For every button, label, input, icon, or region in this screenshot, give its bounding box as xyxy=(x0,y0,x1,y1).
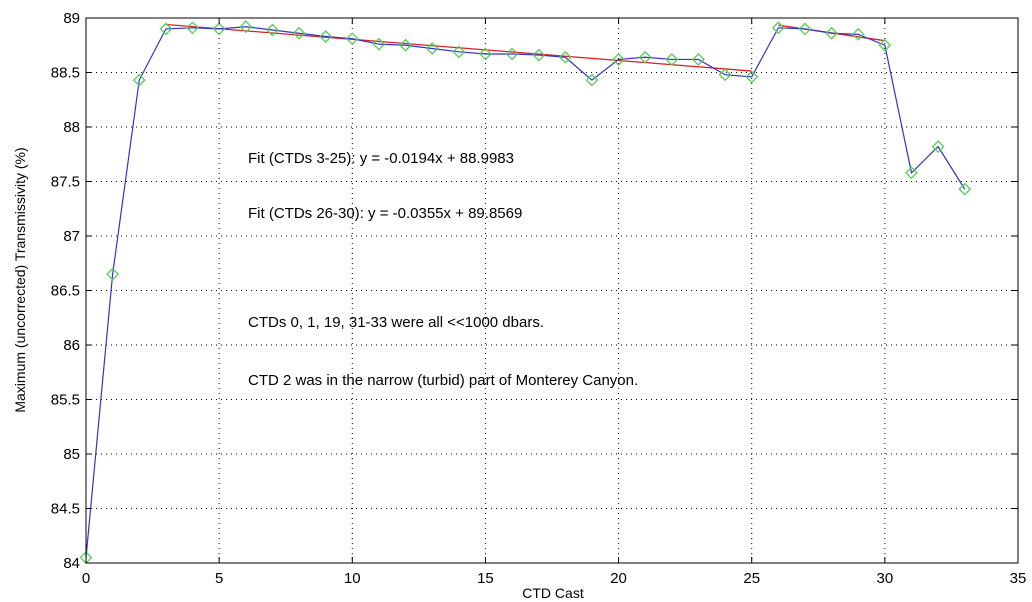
series-lines xyxy=(85,26,966,558)
fit-line-1 xyxy=(165,23,752,72)
x-tick-label: 25 xyxy=(743,570,760,587)
data-point xyxy=(798,22,812,36)
data-point xyxy=(878,38,892,52)
data-point xyxy=(905,166,918,180)
data-point xyxy=(745,70,759,84)
x-axis-title: CTD Cast xyxy=(522,585,584,601)
series-line-1 xyxy=(85,26,966,558)
data-point xyxy=(771,21,785,35)
data-point xyxy=(665,53,679,66)
data-point xyxy=(106,267,120,281)
x-tick-label: 30 xyxy=(877,570,894,587)
y-tick-label: 84 xyxy=(63,555,80,572)
y-tick-label: 85 xyxy=(63,446,80,463)
data-point xyxy=(851,27,865,41)
data-point xyxy=(585,73,599,87)
fit-1-label: Fit (CTDs 3-25): y = -0.0194x + 88.9983 xyxy=(248,150,514,167)
y-axis-title: Maximum (uncorrected) Transmissivity (%) xyxy=(12,147,28,412)
data-point xyxy=(319,30,333,43)
data-point xyxy=(159,22,173,36)
data-point xyxy=(558,50,572,64)
data-point xyxy=(692,53,705,66)
data-point xyxy=(425,42,439,55)
x-tick-label: 0 xyxy=(82,570,90,587)
y-tick-label: 84.5 xyxy=(51,501,80,518)
data-point xyxy=(239,20,253,34)
data-point xyxy=(718,68,732,82)
x-tick-label: 10 xyxy=(344,570,361,587)
data-markers xyxy=(79,20,972,564)
data-point xyxy=(825,26,839,40)
data-point xyxy=(612,53,625,66)
y-tick-label: 86.5 xyxy=(51,283,80,300)
annotation-shallow-casts: CTDs 0, 1, 19, 31-33 were all <<1000 dba… xyxy=(248,314,544,331)
grid-lines xyxy=(86,18,1018,563)
data-point xyxy=(372,37,386,51)
data-point xyxy=(132,73,146,87)
annotation-ctd2-canyon: CTD 2 was in the narrow (turbid) part of… xyxy=(248,372,638,389)
data-point xyxy=(532,48,546,62)
y-tick-label: 89 xyxy=(63,10,80,27)
data-point xyxy=(265,23,279,37)
data-point xyxy=(505,47,519,61)
data-point xyxy=(452,45,466,59)
data-point xyxy=(638,50,652,64)
data-point xyxy=(399,38,412,52)
y-tick-label: 87 xyxy=(63,228,80,245)
data-point xyxy=(479,47,492,61)
data-point xyxy=(345,32,359,46)
axis-ticks: 0 5 10 15 20 25 30 35 84 84.5 85 85.5 86 86.5 87 87.5 88… xyxy=(51,10,1027,587)
data-point xyxy=(186,21,199,35)
data-point xyxy=(292,26,306,40)
x-tick-label: 20 xyxy=(610,570,627,587)
x-tick-label: 5 xyxy=(215,570,223,587)
x-tick-label: 15 xyxy=(477,570,494,587)
fit-2-label: Fit (CTDs 26-30): y = -0.0355x + 89.8569 xyxy=(248,205,522,222)
data-point xyxy=(958,182,972,196)
y-tick-label: 88 xyxy=(63,119,80,136)
y-tick-label: 85.5 xyxy=(51,392,80,409)
y-tick-label: 87.5 xyxy=(51,174,80,191)
data-point xyxy=(931,140,945,154)
y-tick-label: 88.5 xyxy=(51,65,80,82)
y-tick-label: 86 xyxy=(63,337,80,354)
x-tick-label: 35 xyxy=(1010,570,1027,587)
data-point xyxy=(212,22,226,36)
